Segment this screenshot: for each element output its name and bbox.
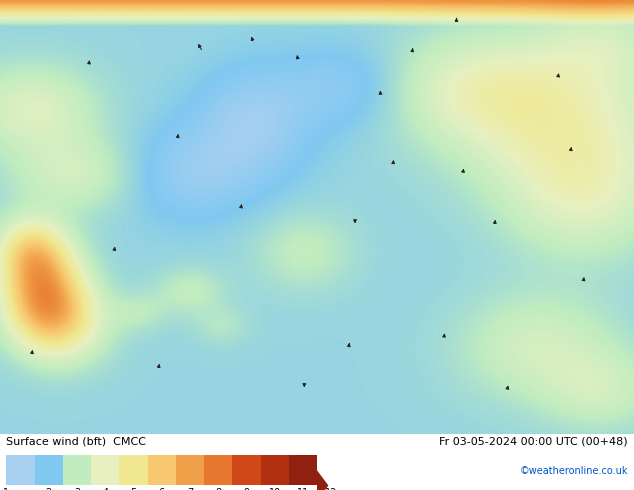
Text: ©weatheronline.co.uk: ©weatheronline.co.uk	[519, 466, 628, 476]
Bar	[35, 455, 63, 486]
Text: 2: 2	[46, 489, 52, 490]
Text: 7: 7	[187, 489, 193, 490]
Text: 11: 11	[297, 489, 309, 490]
Bar	[288, 455, 317, 486]
Bar	[232, 455, 261, 486]
Text: 8: 8	[215, 489, 221, 490]
Bar	[176, 455, 204, 486]
Bar	[261, 455, 288, 486]
Text: 5: 5	[131, 489, 136, 490]
Text: 9: 9	[243, 489, 249, 490]
Bar	[6, 455, 35, 486]
Bar	[119, 455, 148, 486]
Text: Surface wind (bft)  CMCC: Surface wind (bft) CMCC	[6, 437, 146, 446]
Text: 10: 10	[269, 489, 281, 490]
Text: Fr 03-05-2024 00:00 UTC (00+48): Fr 03-05-2024 00:00 UTC (00+48)	[439, 437, 628, 446]
Text: 12: 12	[325, 489, 337, 490]
Bar	[148, 455, 176, 486]
Bar	[204, 455, 232, 486]
Text: 4: 4	[102, 489, 108, 490]
Text: 3: 3	[74, 489, 80, 490]
Text: 1: 1	[3, 489, 10, 490]
Bar	[91, 455, 119, 486]
Text: 6: 6	[158, 489, 165, 490]
FancyArrow shape	[317, 470, 328, 490]
Bar	[63, 455, 91, 486]
